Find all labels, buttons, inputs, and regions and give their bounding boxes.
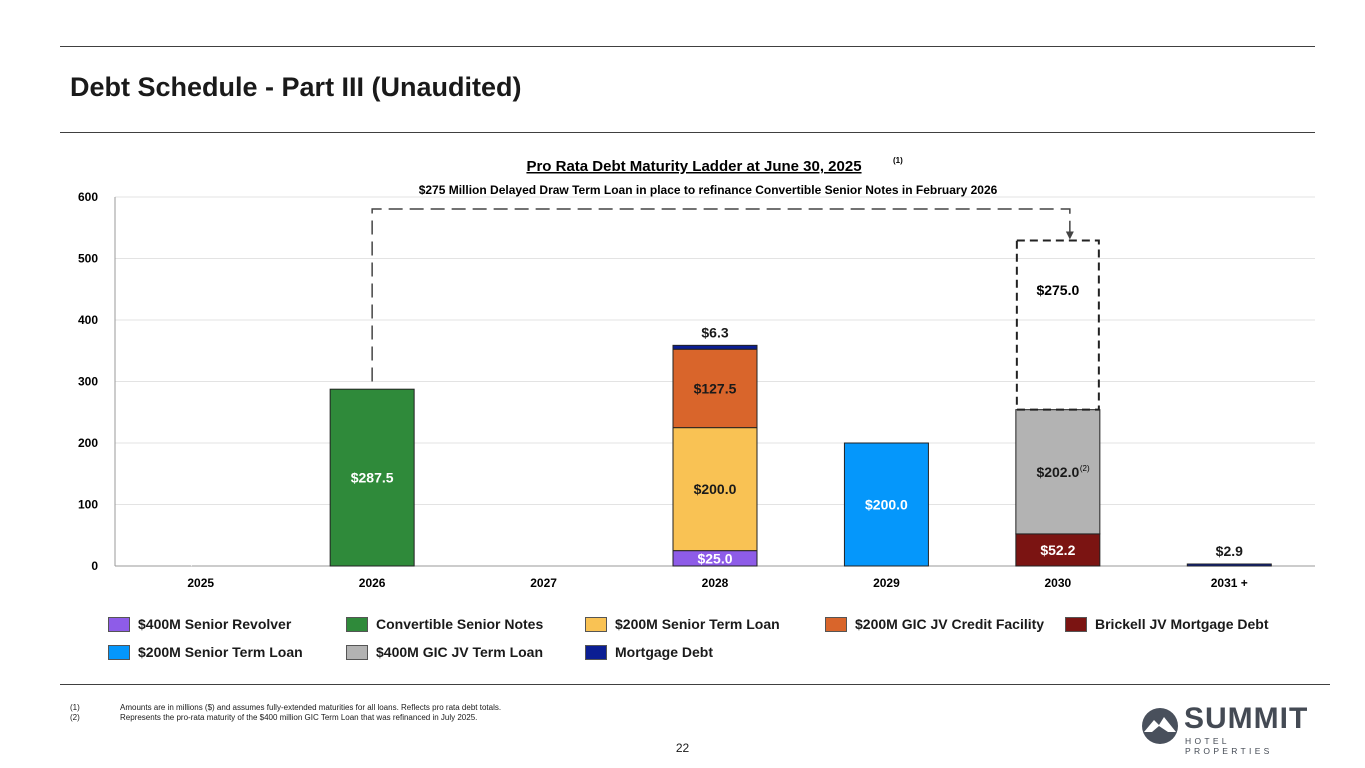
summit-logo: SUMMIT HOTEL PROPERTIES — [1140, 702, 1320, 756]
legend-swatch — [585, 616, 607, 632]
legend-item: $400M Senior Revolver — [108, 616, 291, 632]
legend-label: Mortgage Debt — [615, 644, 713, 660]
x-tick-label: 2028 — [702, 576, 729, 590]
legend-swatch — [1065, 616, 1087, 632]
legend-swatch — [108, 644, 130, 660]
x-tick-label: 2026 — [359, 576, 386, 590]
legend-item: $200M GIC JV Credit Facility — [825, 616, 1044, 632]
footnote-1: (1) Amounts are in millions ($) and assu… — [70, 703, 502, 712]
chart-subtitle: $275 Million Delayed Draw Term Loan in p… — [419, 183, 998, 197]
footnote-rule — [60, 684, 1330, 685]
legend-label: Convertible Senior Notes — [376, 616, 544, 632]
top-rule — [60, 46, 1315, 47]
data-label: $127.5 — [694, 380, 737, 396]
y-tick-label: 400 — [78, 313, 98, 327]
data-label: $200.0 — [865, 497, 908, 513]
footnote-2: (2) Represents the pro-rata maturity of … — [70, 713, 478, 722]
bar-convertible-senior-notes-2026 — [329, 388, 415, 567]
data-label-footnote: (2) — [1080, 464, 1090, 473]
legend-label: $400M Senior Revolver — [138, 616, 292, 632]
bar--200m-gic-jv-credit-facility-2028 — [672, 348, 758, 429]
data-label: $6.3 — [701, 324, 728, 340]
data-label: $2.9 — [1216, 543, 1243, 559]
legend-label: Brickell JV Mortgage Debt — [1095, 616, 1269, 632]
refinance-connector — [371, 208, 1071, 382]
mountain-logo-icon — [1142, 708, 1178, 744]
y-tick-label: 200 — [78, 436, 98, 450]
legend-label: $200M GIC JV Credit Facility — [855, 616, 1045, 632]
chart-title: Pro Rata Debt Maturity Ladder at June 30… — [526, 158, 861, 175]
bar--200m-senior-term-loan-2029 — [843, 442, 929, 567]
refinance-arrow-icon — [1065, 231, 1074, 240]
footnotes: (1) Amounts are in millions ($) and assu… — [70, 703, 501, 723]
legend-label: $200M Senior Term Loan — [138, 644, 303, 660]
y-tick-label: 100 — [78, 498, 98, 512]
legend-swatch — [346, 616, 368, 632]
legend-item: $400M GIC JV Term Loan — [346, 644, 543, 660]
legend-swatch — [585, 644, 607, 660]
legend-swatch — [825, 616, 847, 632]
page-title: Debt Schedule - Part III (Unaudited) — [70, 72, 522, 102]
refinance-label: $275.0 — [1036, 282, 1079, 298]
legend-swatch — [346, 644, 368, 660]
x-tick-label: 2029 — [873, 576, 900, 590]
x-tick-label: 2027 — [530, 576, 557, 590]
x-tick-label: 2025 — [187, 576, 214, 590]
legend-label: $200M Senior Term Loan — [615, 616, 780, 632]
legend-item: $200M Senior Term Loan — [585, 616, 780, 632]
data-label: $202.0 — [1036, 464, 1079, 480]
bar-mortgage-debt-2028 — [672, 344, 758, 350]
legend-item: Mortgage Debt — [585, 644, 713, 660]
y-tick-label: 0 — [91, 559, 98, 573]
legend-label: $400M GIC JV Term Loan — [376, 644, 544, 660]
logo-wordmark: SUMMIT — [1184, 702, 1309, 735]
legend-item: Convertible Senior Notes — [346, 616, 543, 632]
y-tick-label: 500 — [78, 252, 98, 266]
y-tick-label: 300 — [78, 375, 98, 389]
data-label: $52.2 — [1040, 542, 1075, 558]
chart-title-footnote: (1) — [893, 156, 903, 165]
debt-maturity-chart: Pro Rata Debt Maturity Ladder at June 30… — [78, 156, 1315, 590]
data-label: $25.0 — [697, 550, 732, 566]
x-tick-label: 2031 + — [1211, 576, 1248, 590]
refinance-dashed-box — [1015, 239, 1100, 411]
data-label: $200.0 — [694, 481, 737, 497]
legend-item: $200M Senior Term Loan — [108, 644, 303, 660]
x-tick-label: 2030 — [1045, 576, 1072, 590]
data-label: $287.5 — [351, 470, 394, 486]
page-number: 22 — [675, 741, 690, 755]
legend-swatch — [108, 616, 130, 632]
bar--400m-gic-jv-term-loan-2030 — [1015, 409, 1101, 535]
legend-item: Brickell JV Mortgage Debt — [1065, 616, 1269, 632]
y-tick-label: 600 — [78, 190, 98, 204]
logo-tagline: HOTEL PROPERTIES — [1185, 736, 1273, 756]
title-rule — [60, 132, 1315, 133]
bar-mortgage-debt-2031 + — [1186, 563, 1272, 567]
bar-brickell-jv-mortgage-debt-2030 — [1015, 533, 1101, 567]
data-label-2025: $0.0 — [188, 553, 213, 568]
